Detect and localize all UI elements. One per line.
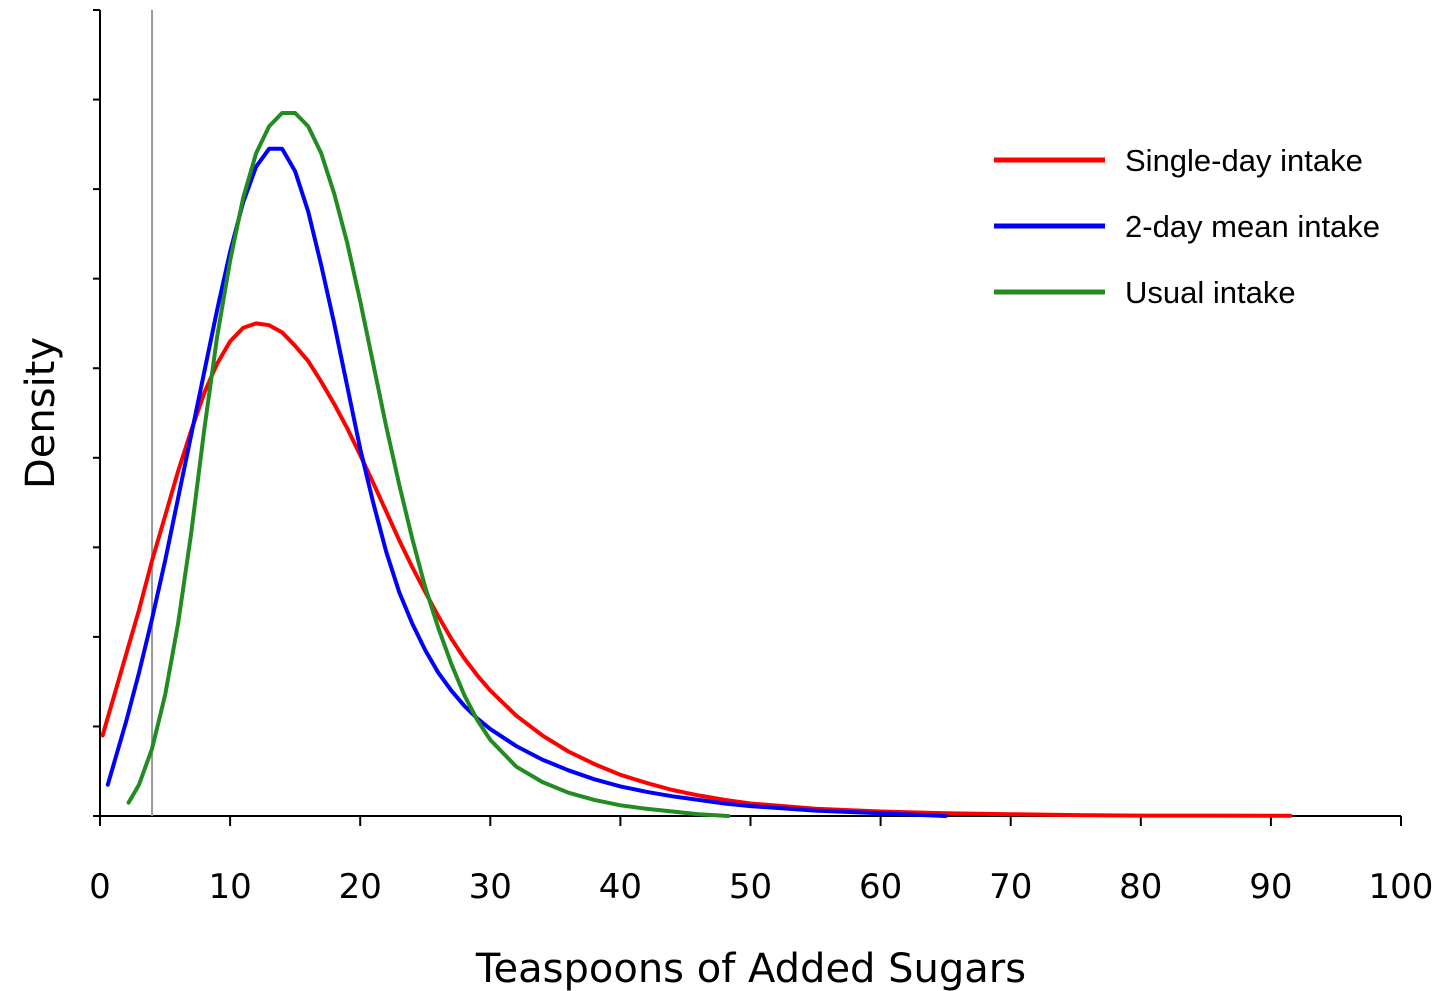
y-axis-title: Density <box>18 337 64 489</box>
series-layer <box>100 111 1293 818</box>
legend-label: 2-day mean intake <box>1125 209 1380 244</box>
x-axis-title: Teaspoons of Added Sugars <box>475 946 1026 991</box>
legend-label: Single-day intake <box>1125 143 1363 178</box>
series-line-3 <box>126 111 731 818</box>
x-tick-label: 0 <box>89 867 111 907</box>
legend: Single-day intake 2-day mean intake Usual … <box>994 143 1380 310</box>
series-line-2 <box>105 146 948 818</box>
x-tick-label: 90 <box>1249 867 1292 907</box>
x-tick-label: 10 <box>208 867 251 907</box>
x-axis: 0 10 20 30 40 50 60 70 80 90 100 <box>89 815 1433 907</box>
x-tick-label: 100 <box>1369 867 1434 907</box>
x-tick-label: 60 <box>859 867 902 907</box>
x-tick-label: 70 <box>989 867 1032 907</box>
y-axis-ticks <box>93 9 100 817</box>
x-tick-label: 50 <box>729 867 772 907</box>
y-axis <box>93 9 101 817</box>
x-tick-label: 40 <box>599 867 642 907</box>
x-tick-label: 20 <box>339 867 382 907</box>
x-axis-ticks: 0 10 20 30 40 50 60 70 80 90 100 <box>89 816 1433 907</box>
series-line-1 <box>100 321 1293 818</box>
legend-label: Usual intake <box>1125 275 1296 310</box>
x-tick-label: 30 <box>469 867 512 907</box>
x-tick-label: 80 <box>1119 867 1162 907</box>
